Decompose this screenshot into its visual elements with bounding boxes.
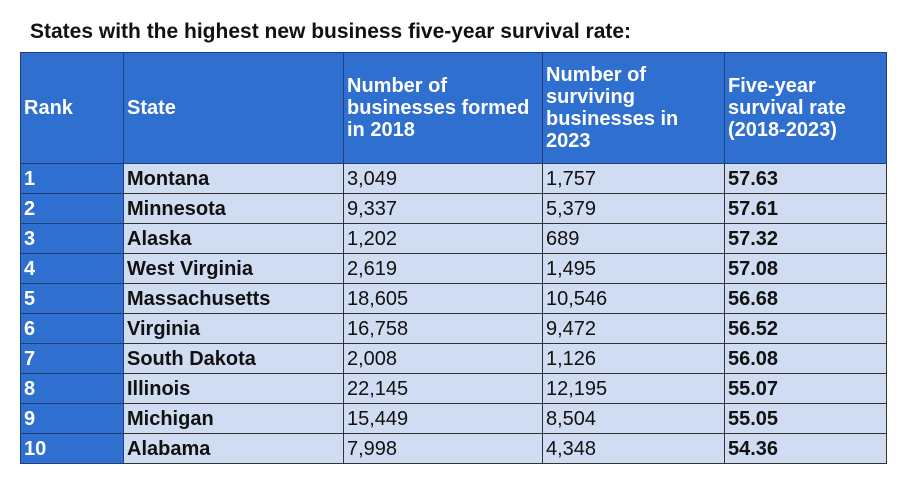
survival-rate-cell: 57.32 <box>724 223 887 254</box>
rank-cell: 10 <box>20 433 124 464</box>
data-table: Rank State Number of businesses formed i… <box>20 52 887 464</box>
table-row: 10 Alabama 7,998 4,348 54.36 <box>20 433 887 464</box>
surviving-cell: 1,126 <box>542 343 725 374</box>
rank-cell: 2 <box>20 193 124 224</box>
surviving-cell: 10,546 <box>542 283 725 314</box>
page-title: States with the highest new business fiv… <box>30 20 632 43</box>
rank-cell: 8 <box>20 373 124 404</box>
formed-cell: 3,049 <box>343 163 543 194</box>
survival-rate-cell: 55.05 <box>724 403 887 434</box>
formed-cell: 22,145 <box>343 373 543 404</box>
rank-cell: 7 <box>20 343 124 374</box>
header-surviving-2023: Number of surviving businesses in 2023 <box>542 52 725 164</box>
header-formed-2018: Number of businesses formed in 2018 <box>343 52 543 164</box>
formed-cell: 2,008 <box>343 343 543 374</box>
table-row: 4 West Virginia 2,619 1,495 57.08 <box>20 253 887 284</box>
survival-rate-cell: 57.61 <box>724 193 887 224</box>
table-row: 8 Illinois 22,145 12,195 55.07 <box>20 373 887 404</box>
state-cell: Massachusetts <box>123 283 344 314</box>
survival-rate-cell: 56.08 <box>724 343 887 374</box>
rank-cell: 9 <box>20 403 124 434</box>
surviving-cell: 4,348 <box>542 433 725 464</box>
header-state: State <box>123 52 344 164</box>
state-cell: Alabama <box>123 433 344 464</box>
rank-cell: 3 <box>20 223 124 254</box>
formed-cell: 9,337 <box>343 193 543 224</box>
table-row: 7 South Dakota 2,008 1,126 56.08 <box>20 343 887 374</box>
header-row: Rank State Number of businesses formed i… <box>20 52 887 164</box>
header-rank: Rank <box>20 52 124 164</box>
table-row: 5 Massachusetts 18,605 10,546 56.68 <box>20 283 887 314</box>
table-row: 1 Montana 3,049 1,757 57.63 <box>20 163 887 194</box>
surviving-cell: 8,504 <box>542 403 725 434</box>
rank-cell: 6 <box>20 313 124 344</box>
state-cell: South Dakota <box>123 343 344 374</box>
header-survival-rate: Five-year survival rate (2018-2023) <box>724 52 887 164</box>
surviving-cell: 12,195 <box>542 373 725 404</box>
survival-rate-table: Rank State Number of businesses formed i… <box>20 52 887 464</box>
table-row: 2 Minnesota 9,337 5,379 57.61 <box>20 193 887 224</box>
rank-cell: 1 <box>20 163 124 194</box>
rank-cell: 5 <box>20 283 124 314</box>
survival-rate-cell: 56.68 <box>724 283 887 314</box>
formed-cell: 1,202 <box>343 223 543 254</box>
table-body: 1 Montana 3,049 1,757 57.63 2 Minnesota 9,337 5,… <box>20 163 887 464</box>
state-cell: Minnesota <box>123 193 344 224</box>
state-cell: West Virginia <box>123 253 344 284</box>
surviving-cell: 1,495 <box>542 253 725 284</box>
table-row: 9 Michigan 15,449 8,504 55.05 <box>20 403 887 434</box>
state-cell: Michigan <box>123 403 344 434</box>
state-cell: Alaska <box>123 223 344 254</box>
formed-cell: 7,998 <box>343 433 543 464</box>
survival-rate-cell: 57.63 <box>724 163 887 194</box>
survival-rate-cell: 57.08 <box>724 253 887 284</box>
table-row: 6 Virginia 16,758 9,472 56.52 <box>20 313 887 344</box>
surviving-cell: 689 <box>542 223 725 254</box>
surviving-cell: 5,379 <box>542 193 725 224</box>
survival-rate-cell: 54.36 <box>724 433 887 464</box>
state-cell: Virginia <box>123 313 344 344</box>
state-cell: Montana <box>123 163 344 194</box>
state-cell: Illinois <box>123 373 344 404</box>
table-header: Rank State Number of businesses formed i… <box>20 52 887 164</box>
survival-rate-cell: 55.07 <box>724 373 887 404</box>
survival-rate-cell: 56.52 <box>724 313 887 344</box>
formed-cell: 16,758 <box>343 313 543 344</box>
surviving-cell: 1,757 <box>542 163 725 194</box>
rank-cell: 4 <box>20 253 124 284</box>
formed-cell: 18,605 <box>343 283 543 314</box>
formed-cell: 15,449 <box>343 403 543 434</box>
table-row: 3 Alaska 1,202 689 57.32 <box>20 223 887 254</box>
formed-cell: 2,619 <box>343 253 543 284</box>
surviving-cell: 9,472 <box>542 313 725 344</box>
